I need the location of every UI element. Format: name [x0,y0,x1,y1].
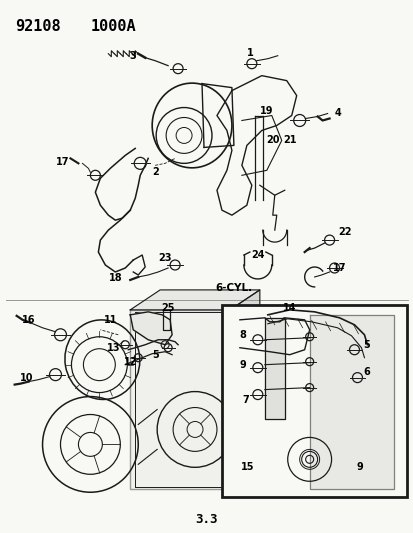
Text: 17: 17 [332,263,345,273]
Text: 8: 8 [239,330,246,340]
Text: 17: 17 [56,157,69,167]
Text: 3.3: 3.3 [195,513,218,526]
Text: 16: 16 [22,315,35,325]
Text: 92108: 92108 [14,19,60,34]
Text: 9: 9 [355,462,362,472]
Text: 13: 13 [106,343,120,353]
Text: 18: 18 [108,273,122,283]
Text: 24: 24 [250,250,264,260]
Text: 1000A: 1000A [90,19,136,34]
Text: 23: 23 [158,253,171,263]
Text: 4: 4 [333,108,340,117]
Polygon shape [264,318,284,419]
Text: 25: 25 [161,303,174,313]
Polygon shape [229,290,259,489]
Text: 10: 10 [20,373,33,383]
Text: 22: 22 [337,227,351,237]
Polygon shape [130,310,229,489]
Text: 9: 9 [239,360,246,370]
Polygon shape [130,312,172,345]
Polygon shape [309,315,394,489]
Text: 3: 3 [128,51,135,61]
Text: 15: 15 [240,462,254,472]
Text: 20: 20 [266,135,279,146]
Bar [221,305,406,497]
Text: 2: 2 [152,167,158,177]
Text: 6-CYL.: 6-CYL. [214,283,252,293]
Text: 5: 5 [362,340,369,350]
Text: 14: 14 [282,303,296,313]
Text: 7: 7 [242,394,249,405]
Text: 19: 19 [259,106,273,116]
Text: 1: 1 [246,48,253,58]
Text: 11: 11 [103,315,117,325]
Text: 21: 21 [282,135,296,146]
Text: 5: 5 [152,350,158,360]
Text: 6: 6 [362,367,369,377]
Polygon shape [130,290,259,310]
Text: 12: 12 [123,357,137,367]
